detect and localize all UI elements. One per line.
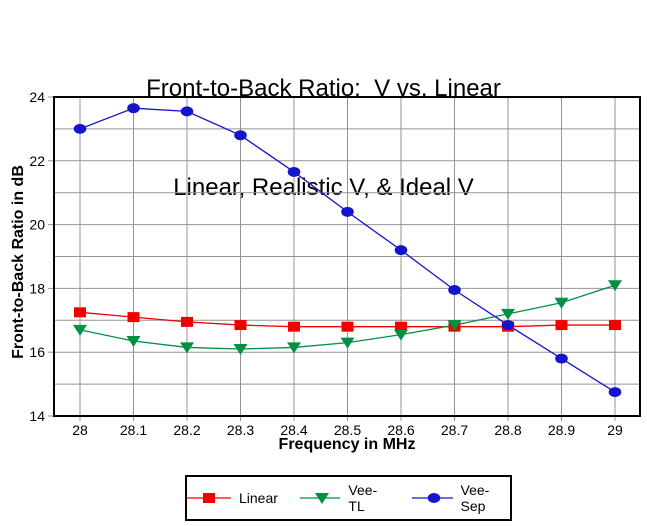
y-tick-label: 24 bbox=[29, 89, 45, 105]
x-tick-label: 28.6 bbox=[387, 422, 414, 438]
plot-border bbox=[53, 96, 641, 417]
marker-linear bbox=[234, 320, 247, 331]
legend-item-linear: Linear bbox=[187, 490, 278, 506]
y-tick-label: 18 bbox=[29, 280, 45, 296]
x-tick-label: 28.9 bbox=[548, 422, 575, 438]
marker-vee-tl bbox=[340, 337, 355, 349]
marker-vee-tl bbox=[501, 308, 515, 320]
legend-label-vee-tl: Vee-TL bbox=[348, 482, 378, 514]
legend-item-vee-sep: Vee-Sep bbox=[411, 482, 510, 514]
y-tick-label: 16 bbox=[29, 344, 45, 360]
marker-linear bbox=[181, 316, 193, 327]
marker-vee-tl bbox=[394, 329, 408, 341]
marker-vee-sep bbox=[448, 284, 461, 295]
legend-key-marker bbox=[314, 493, 329, 504]
marker-vee-tl bbox=[233, 344, 248, 356]
marker-vee-sep bbox=[341, 206, 354, 217]
x-tick-label: 28.3 bbox=[227, 422, 254, 438]
legend-key-marker bbox=[203, 493, 215, 503]
x-axis-title: Frequency in MHz bbox=[278, 436, 416, 453]
legend-label-vee-sep: Vee-Sep bbox=[460, 482, 490, 514]
chart-title-line2: Linear, Realistic V, & Ideal V bbox=[173, 174, 474, 201]
marker-linear bbox=[74, 307, 86, 318]
y-axis-title: Front-to-Back Ratio in dB bbox=[10, 165, 27, 359]
marker-linear bbox=[341, 321, 354, 332]
x-tick-label: 28.7 bbox=[441, 422, 468, 438]
x-tick-label: 29 bbox=[607, 422, 623, 438]
x-tick-label: 28.4 bbox=[280, 422, 307, 438]
y-tick-label: 22 bbox=[29, 153, 45, 169]
y-tick-label: 20 bbox=[29, 217, 45, 233]
marker-vee-sep bbox=[287, 166, 301, 177]
marker-vee-sep bbox=[180, 106, 194, 117]
marker-vee-sep bbox=[73, 123, 87, 134]
marker-vee-tl bbox=[447, 320, 462, 332]
legend-key-linear bbox=[187, 493, 231, 503]
marker-vee-tl bbox=[608, 280, 622, 292]
marker-vee-tl bbox=[180, 342, 194, 354]
x-tick-label: 28.5 bbox=[334, 422, 361, 438]
marker-vee-sep bbox=[555, 353, 568, 364]
legend: Linear Vee-TL Vee-Sep bbox=[185, 475, 512, 521]
x-tick-label: 28.2 bbox=[173, 422, 200, 438]
legend-key-marker bbox=[427, 493, 441, 503]
x-tick-label: 28.8 bbox=[494, 422, 521, 438]
legend-label-linear: Linear bbox=[239, 490, 278, 506]
marker-vee-sep bbox=[501, 320, 515, 331]
marker-linear bbox=[555, 320, 568, 331]
marker-linear bbox=[288, 321, 300, 332]
marker-vee-sep bbox=[127, 103, 140, 114]
marker-vee-tl bbox=[554, 297, 569, 309]
marker-linear bbox=[609, 320, 621, 331]
legend-item-vee-tl: Vee-TL bbox=[299, 482, 390, 514]
marker-vee-sep bbox=[608, 387, 622, 398]
y-tick-label: 14 bbox=[29, 408, 45, 424]
marker-vee-sep bbox=[234, 130, 247, 141]
marker-vee-sep bbox=[394, 245, 408, 256]
legend-key-vee-tl bbox=[299, 493, 341, 504]
marker-linear bbox=[127, 312, 140, 323]
marker-linear bbox=[395, 321, 407, 332]
marker-vee-tl bbox=[73, 324, 87, 336]
x-tick-label: 28 bbox=[72, 422, 88, 438]
marker-vee-tl bbox=[287, 342, 301, 354]
x-tick-label: 28.1 bbox=[120, 422, 147, 438]
legend-key-vee-sep bbox=[411, 493, 453, 503]
marker-vee-tl bbox=[126, 336, 141, 348]
